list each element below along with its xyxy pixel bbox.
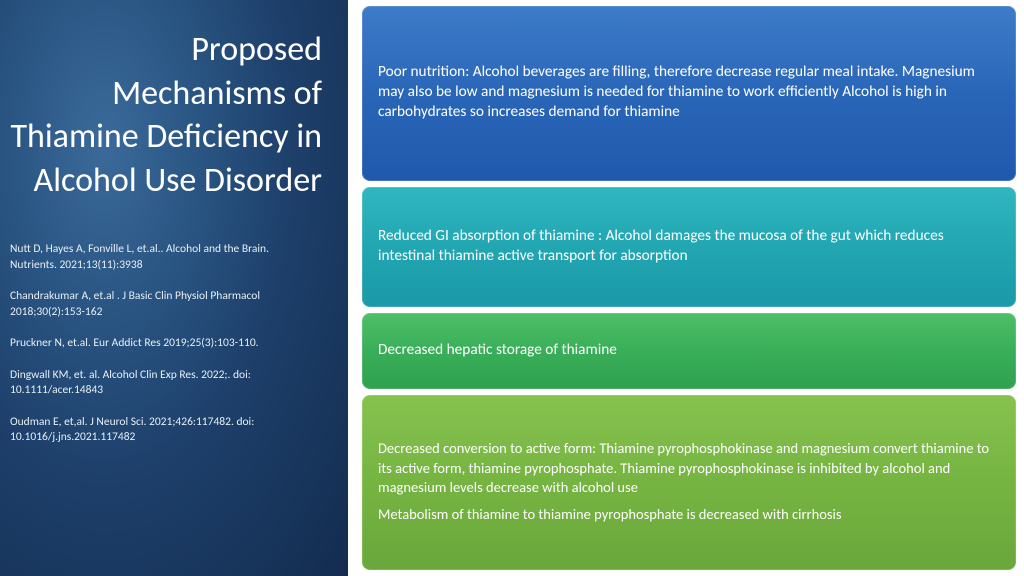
mechanism-box-nutrition: Poor nutrition: Alcohol beverages are fi… xyxy=(362,6,1016,181)
reference-item: Oudman E, et,al. J Neurol Sci. 2021;426:… xyxy=(10,415,318,446)
slide-title: Proposed Mechanisms of Thiamine Deficien… xyxy=(10,28,322,202)
reference-item: Chandrakumar A, et.al . J Basic Clin Phy… xyxy=(10,289,318,320)
box-text: Poor nutrition: Alcohol beverages are fi… xyxy=(378,62,1000,123)
mechanism-box-conversion: Decreased conversion to active form: Thi… xyxy=(362,395,1016,570)
box-text: Metabolism of thiamine to thiamine pyrop… xyxy=(378,505,1000,524)
reference-item: Dingwall KM, et. al. Alcohol Clin Exp Re… xyxy=(10,368,318,399)
slide: Proposed Mechanisms of Thiamine Deficien… xyxy=(0,0,1024,576)
references-list: Nutt D, Hayes A, Fonville L, et.al.. Alc… xyxy=(10,242,322,446)
reference-item: Nutt D, Hayes A, Fonville L, et.al.. Alc… xyxy=(10,242,318,273)
box-text: Decreased conversion to active form: Thi… xyxy=(378,439,1000,496)
mechanism-box-storage: Decreased hepatic storage of thiamine xyxy=(362,313,1016,389)
box-text: Decreased hepatic storage of thiamine xyxy=(378,340,1000,360)
left-panel: Proposed Mechanisms of Thiamine Deficien… xyxy=(0,0,348,576)
reference-item: Pruckner N, et.al. Eur Addict Res 2019;2… xyxy=(10,336,318,352)
mechanism-box-absorption: Reduced GI absorption of thiamine : Alco… xyxy=(362,187,1016,308)
right-panel: Poor nutrition: Alcohol beverages are fi… xyxy=(348,0,1024,576)
box-text: Reduced GI absorption of thiamine : Alco… xyxy=(378,226,1000,266)
